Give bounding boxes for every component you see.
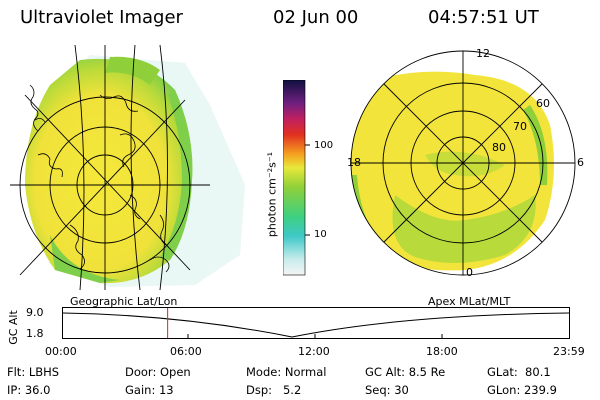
mlat-label-70: 70 [513,120,527,133]
mlt-label-0: 0 [466,266,473,279]
door-info: Door: Open [125,365,191,379]
mlat-label-60: 60 [536,97,550,110]
filter-info: Flt: LBHS [7,365,60,379]
mlt-label-12: 12 [476,47,490,60]
left-panel-label: Geographic Lat/Lon [70,295,178,308]
altitude-ytick-top: 9.0 [26,306,44,319]
instrument-title: Ultraviolet Imager [20,7,183,28]
altitude-xtick-2359: 23:59 [553,345,585,358]
altitude-xtick-1800: 18:00 [426,345,458,358]
mlt-label-18: 18 [347,156,361,169]
altitude-ytick-bottom: 1.8 [26,327,44,340]
mode-info: Mode: Normal [246,365,327,379]
seq-info: Seq: 30 [365,383,409,397]
colorbar [283,80,310,276]
right-panel-label: Apex MLat/MLT [428,295,511,308]
ip-info: IP: 36.0 [7,383,51,397]
altitude-plot [62,307,570,339]
colorbar-tick-10: 10 [314,229,327,240]
glon-info: GLon: 239.9 [487,383,557,397]
altitude-xtick-1200: 12:00 [298,345,330,358]
geographic-image [10,45,245,290]
time-label: 04:57:51 UT [428,7,539,28]
colorbar-tick-100: 100 [314,140,334,151]
glat-info: GLat: 80.1 [487,365,551,379]
gcalt-info: GC Alt: 8.5 Re [365,365,446,379]
gain-info: Gain: 13 [125,383,174,397]
mlat-label-80: 80 [492,141,506,154]
altitude-ylabel: GC Alt [6,310,20,345]
date-label: 02 Jun 00 [273,7,359,28]
altitude-xtick-0000: 00:00 [45,345,77,358]
magnetic-image [350,50,576,276]
dsp-info: Dsp: 5.2 [246,383,302,397]
altitude-xtick-0600: 06:00 [170,345,202,358]
colorbar-unit-label: photon cm⁻²s⁻¹ [265,151,279,238]
mlt-label-6: 6 [577,156,584,169]
